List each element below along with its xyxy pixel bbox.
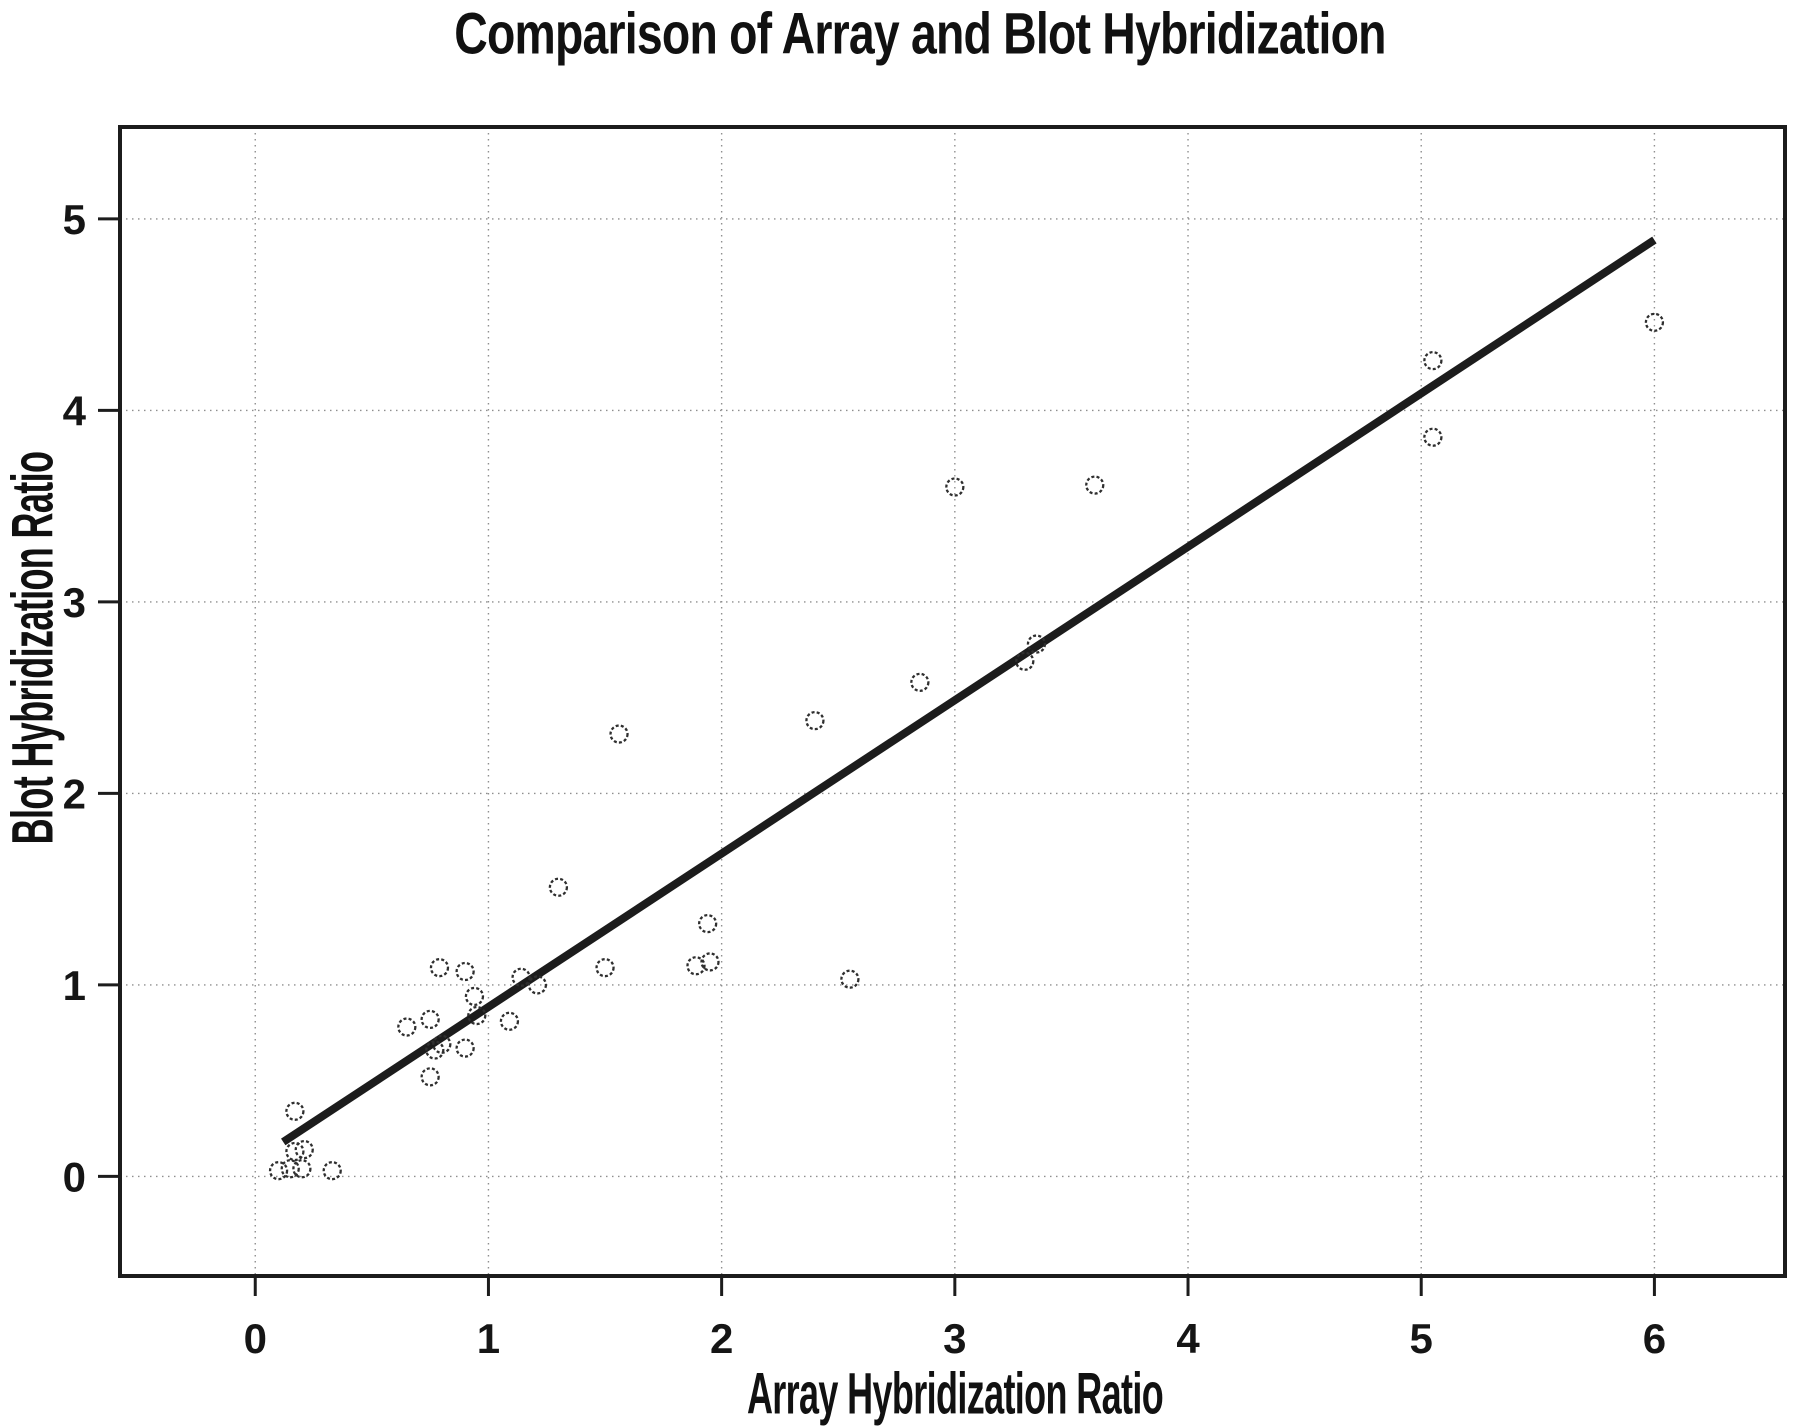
data-point xyxy=(467,1005,487,1026)
data-point xyxy=(1423,427,1443,447)
data-point xyxy=(1026,634,1047,654)
data-point xyxy=(499,1011,520,1031)
data-point xyxy=(322,1161,342,1181)
data-point xyxy=(910,672,930,692)
x-axis-title: Array Hybridization Ratio xyxy=(746,1361,1164,1427)
data-point xyxy=(280,1159,300,1179)
data-point xyxy=(1644,312,1665,332)
data-point xyxy=(292,1159,312,1179)
chart-title: Comparison of Array and Blot Hybridizati… xyxy=(454,1,1386,67)
data-point xyxy=(840,969,860,989)
data-point xyxy=(686,956,706,976)
data-point xyxy=(805,711,825,731)
data-point xyxy=(285,1141,305,1162)
x-tick-label: 5 xyxy=(1410,1315,1433,1362)
data-point xyxy=(455,1038,475,1058)
data-point xyxy=(420,1009,440,1030)
data-point xyxy=(397,1017,417,1037)
data-point xyxy=(595,958,615,978)
data-point xyxy=(1423,350,1443,371)
data-point xyxy=(432,1034,452,1054)
data-point xyxy=(429,958,450,978)
data-point xyxy=(697,913,718,934)
data-point xyxy=(420,1067,440,1087)
y-tick-label: 0 xyxy=(63,1153,86,1200)
regression-line xyxy=(281,236,1657,1146)
y-tick-label: 5 xyxy=(63,196,86,243)
x-tick-label: 2 xyxy=(710,1315,733,1362)
data-point xyxy=(548,877,569,897)
y-tick-label: 4 xyxy=(63,387,87,434)
x-tick-label: 6 xyxy=(1643,1315,1666,1362)
y-tick-label: 2 xyxy=(63,770,86,817)
y-tick-label: 1 xyxy=(63,962,86,1009)
x-tick-label: 0 xyxy=(244,1315,267,1362)
data-point xyxy=(511,967,531,987)
y-tick-label: 3 xyxy=(63,579,86,626)
x-tick-label: 1 xyxy=(477,1315,500,1362)
data-point xyxy=(609,724,629,744)
data-point xyxy=(1085,475,1105,495)
data-point xyxy=(527,975,548,995)
data-point xyxy=(268,1161,289,1181)
data-point xyxy=(425,1040,445,1060)
x-tick-label: 4 xyxy=(1176,1315,1200,1362)
data-point xyxy=(464,986,485,1007)
data-point xyxy=(294,1139,314,1160)
plot-border xyxy=(118,125,1787,1278)
data-point xyxy=(455,961,475,982)
x-tick-label: 3 xyxy=(943,1315,966,1362)
data-point xyxy=(700,952,720,972)
data-point xyxy=(1015,651,1035,671)
data-point xyxy=(945,477,965,497)
data-point xyxy=(285,1101,305,1121)
